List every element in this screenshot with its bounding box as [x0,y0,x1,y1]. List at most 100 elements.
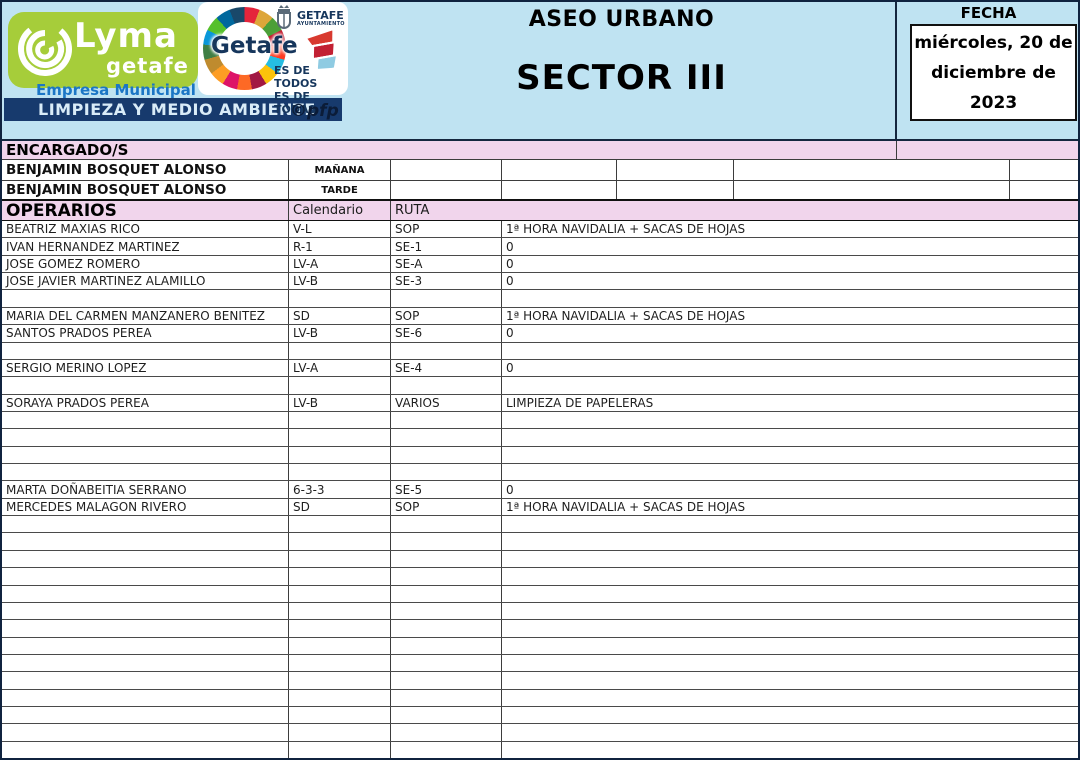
cell-calendario: 6-3-3 [289,481,391,498]
cell-name [2,707,289,724]
cell-observacion [502,377,1078,393]
cell-ruta [391,689,502,707]
cell-calendario [289,585,391,602]
encargado-empty-cell [391,181,502,199]
encargado-empty-cell [391,160,502,180]
cell-name [2,516,289,533]
table-row: BEATRIZ MAXIAS RICO V-L SOP 1ª HORA NAVI… [2,221,1078,239]
title-zone: ASEO URBANO SECTOR III [348,2,895,141]
getafe-wordmark: Getafe [211,33,298,59]
table-row [2,516,1078,534]
cell-name: SANTOS PRADOS PEREA [2,325,289,342]
table-row [2,377,1078,395]
cell-ruta [391,672,502,689]
cell-ruta [391,377,502,394]
cell-calendario: SD [289,498,391,516]
coat-of-arms-icon [275,4,293,34]
encargado-name: BENJAMIN BOSQUET ALONSO [2,181,289,199]
cell-name [2,568,289,585]
cell-calendario [289,290,391,307]
cell-name: MERCEDES MALAGON RIVERO [2,498,289,516]
cell-ruta [391,654,502,672]
table-row [2,464,1078,482]
table-row: SERGIO MERINO LOPEZ LV-A SE-4 0 [2,359,1078,378]
cell-observacion: 0 [506,256,514,271]
cell-ruta: SE-3 [391,273,502,290]
cell-observacion: LIMPIEZA DE PAPELERAS [506,395,654,410]
cell-name [2,654,289,672]
cell-calendario: SD [289,307,391,325]
cell-observacion [502,603,1078,619]
table-row [2,446,1078,465]
cell-calendario [289,689,391,707]
slogan-line-1: ES DE TODOS [274,64,318,90]
table-row [2,550,1078,569]
cell-ruta [391,568,502,585]
cell-name [2,533,289,550]
cell-calendario [289,724,391,741]
cell-calendario [289,446,391,464]
cell-ruta [391,429,502,446]
fecha-label: FECHA [960,4,1017,22]
cell-observacion: 0 [506,482,514,497]
cell-calendario [289,654,391,672]
encargado-name: BENJAMIN BOSQUET ALONSO [2,160,289,180]
encargado-empty-cell [617,160,734,180]
cell-name [2,446,289,464]
cell-ruta [391,516,502,533]
cell-name [2,637,289,654]
cell-observacion [502,447,1078,463]
cell-name [2,290,289,307]
encargado-empty-cell [617,181,734,199]
cell-calendario [289,620,391,637]
cell-ruta [391,464,502,481]
cell-observacion [502,655,1078,671]
encargado-row: BENJAMIN BOSQUET ALONSO MAÑANA [2,160,1078,181]
table-row: SANTOS PRADOS PEREA LV-B SE-6 0 [2,325,1078,343]
cell-observacion [502,290,1078,306]
cell-ruta: SE-4 [391,359,502,377]
cell-ruta: SE-6 [391,325,502,342]
cell-calendario [289,568,391,585]
page-title: ASEO URBANO [528,7,715,32]
cell-name: MARIA DEL CARMEN MANZANERO BENITEZ [2,307,289,325]
cell-calendario [289,707,391,724]
cell-name: SORAYA PRADOS PEREA [2,394,289,411]
table-row [2,429,1078,447]
cell-name [2,585,289,602]
encargado-empty-cell [1010,181,1078,199]
cell-calendario [289,429,391,446]
cell-observacion: 1ª HORA NAVIDALIA + SACAS DE HOJAS [506,308,746,323]
fecha-line-1: miércoles, 20 de [914,32,1073,53]
cell-calendario: R-1 [289,238,391,255]
cell-ruta [391,602,502,620]
encargados-section-label: ENCARGADO/S [2,141,897,159]
empresa-municipal-label: Empresa Municipal [36,81,196,99]
table-row [2,637,1078,655]
table-row [2,654,1078,673]
table-row [2,741,1078,758]
cell-calendario [289,637,391,654]
cell-observacion [502,586,1078,602]
cell-name [2,411,289,429]
cell-observacion: 0 [506,274,514,289]
cell-observacion: 0 [506,239,514,254]
encargado-empty-cell [502,181,617,199]
table-row [2,724,1078,742]
cell-calendario: LV-A [289,255,391,273]
table-row: MERCEDES MALAGON RIVERO SD SOP 1ª HORA N… [2,498,1078,517]
cell-calendario [289,342,391,359]
ayuntamiento-sub: AYUNTAMIENTO [297,21,345,27]
ayuntamiento-name: GETAFE [297,9,344,22]
table-row [2,620,1078,638]
cell-calendario: V-L [289,221,391,238]
cell-calendario: LV-B [289,273,391,290]
cell-ruta [391,741,502,758]
swirl-icon [14,16,76,86]
lyma-sub-text: getafe [106,54,189,78]
cell-observacion: 1ª HORA NAVIDALIA + SACAS DE HOJAS [506,499,746,514]
encargado-empty-cell [734,181,1010,199]
table-row [2,585,1078,603]
cell-observacion [502,533,1078,549]
cell-observacion [502,464,1078,480]
